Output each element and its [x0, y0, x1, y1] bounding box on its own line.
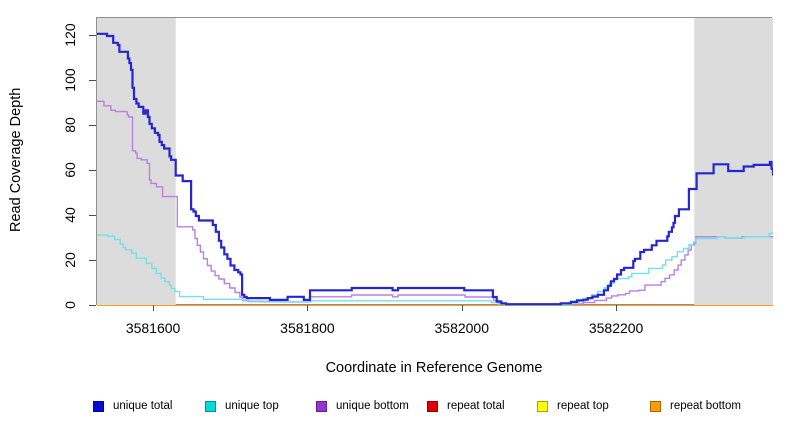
plot-canvas — [97, 18, 773, 306]
x-tick-label: 3581800 — [280, 320, 335, 336]
series-unique-bottom — [97, 100, 773, 306]
legend-swatch-icon — [316, 400, 327, 412]
legend-swatch-icon — [537, 400, 548, 412]
legend-label: repeat total — [447, 400, 505, 412]
x-tick-mark — [461, 305, 463, 311]
legend-swatch-icon — [205, 400, 216, 412]
legend-item-unique-bottom: unique bottom — [316, 400, 409, 412]
x-tick-mark — [153, 305, 155, 311]
legend-label: unique top — [225, 400, 279, 412]
series-unique-top — [97, 232, 773, 306]
x-tick-label: 3582200 — [588, 320, 644, 336]
series-unique-total — [97, 32, 773, 306]
y-tick-mark — [89, 35, 96, 36]
y-axis-title: Read Coverage Depth — [8, 87, 24, 232]
x-tick-label: 3582000 — [434, 320, 490, 336]
y-tick-mark — [89, 215, 96, 216]
x-tick-mark — [307, 305, 309, 311]
x-tick-mark — [616, 305, 618, 311]
legend-item-repeat-total: repeat total — [427, 400, 505, 412]
x-tick-label: 3581600 — [125, 320, 181, 336]
y-tick-label: 120 — [62, 23, 78, 47]
legend-item-repeat-bottom: repeat bottom — [650, 400, 741, 412]
repeat-region-right — [694, 18, 773, 306]
x-axis-title: Coordinate in Reference Genome — [325, 360, 543, 376]
y-tick-mark — [89, 80, 96, 81]
y-tick-mark — [89, 305, 96, 306]
legend-label: repeat bottom — [670, 400, 741, 412]
legend-label: repeat top — [557, 400, 609, 412]
y-tick-mark — [89, 170, 96, 171]
legend-item-repeat-top: repeat top — [537, 400, 609, 412]
legend-item-unique-total: unique total — [93, 400, 172, 412]
legend-label: unique total — [113, 400, 173, 412]
plot-area — [96, 17, 773, 306]
legend-label: unique bottom — [336, 400, 409, 412]
y-tick-mark — [89, 125, 96, 126]
legend-swatch-icon — [93, 400, 104, 412]
legend-swatch-icon — [650, 400, 661, 412]
legend-swatch-icon — [427, 400, 438, 412]
repeat-region-left — [97, 18, 176, 306]
y-tick-mark — [89, 260, 96, 261]
legend-item-unique-top: unique top — [205, 400, 279, 412]
